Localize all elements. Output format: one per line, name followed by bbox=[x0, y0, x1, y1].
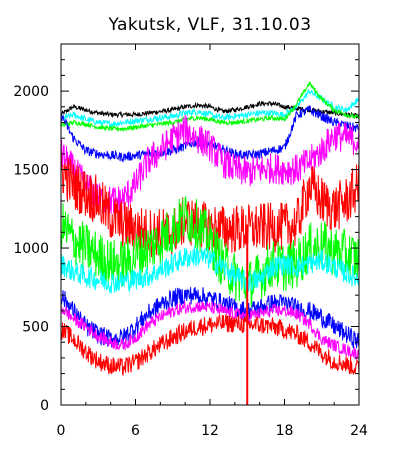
y-tick-label: 1000 bbox=[13, 241, 49, 257]
y-tick-label: 2000 bbox=[13, 84, 49, 100]
x-tick-label: 0 bbox=[57, 423, 66, 439]
series-line-9 bbox=[60, 286, 360, 349]
series-line-11 bbox=[60, 314, 360, 376]
ticks-layer: 0 6 12 18 24 0 500 1000 1500 2000 bbox=[13, 43, 368, 439]
series-line-8 bbox=[60, 246, 360, 294]
y-tick-label: 500 bbox=[22, 320, 49, 336]
x-tick-label: 18 bbox=[276, 423, 294, 439]
x-tick-label: 6 bbox=[131, 423, 140, 439]
series-line-10 bbox=[60, 300, 360, 360]
series-line-3 bbox=[60, 81, 360, 133]
y-tick-label: 1500 bbox=[13, 163, 49, 179]
series-line-5 bbox=[60, 114, 360, 215]
series-line-7 bbox=[60, 196, 360, 308]
series-line-2 bbox=[60, 88, 360, 128]
chart-title: Yakutsk, VLF, 31.10.03 bbox=[107, 15, 311, 35]
x-tick-label: 12 bbox=[201, 423, 219, 439]
y-tick-label: 0 bbox=[40, 398, 49, 414]
series-layer bbox=[60, 81, 360, 376]
x-tick-label: 24 bbox=[350, 423, 368, 439]
